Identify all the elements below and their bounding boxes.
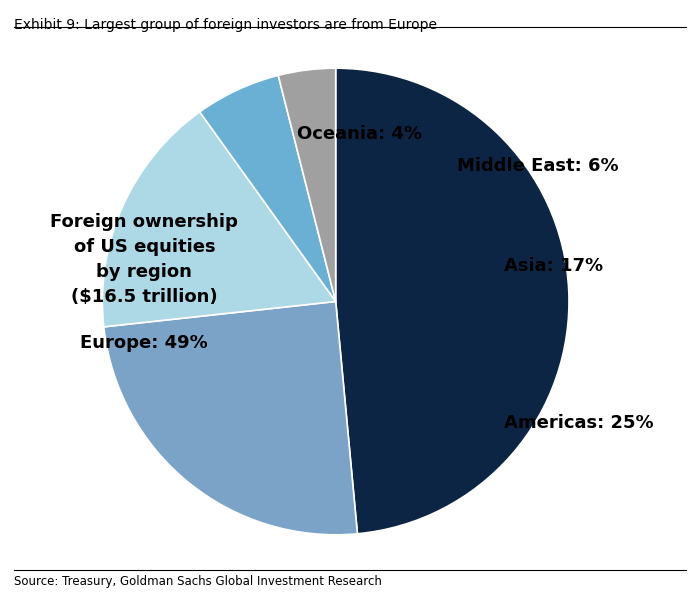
Wedge shape	[278, 68, 336, 301]
Wedge shape	[104, 301, 358, 535]
Text: Americas: 25%: Americas: 25%	[504, 414, 653, 432]
Text: Source: Treasury, Goldman Sachs Global Investment Research: Source: Treasury, Goldman Sachs Global I…	[14, 575, 382, 588]
Wedge shape	[102, 112, 336, 327]
Wedge shape	[336, 68, 569, 534]
Text: Europe: 49%: Europe: 49%	[80, 334, 207, 352]
Wedge shape	[199, 75, 336, 301]
Text: Asia: 17%: Asia: 17%	[504, 257, 603, 275]
Text: Foreign ownership
of US equities
by region
($16.5 trillion): Foreign ownership of US equities by regi…	[50, 213, 238, 306]
Text: Exhibit 9: Largest group of foreign investors are from Europe: Exhibit 9: Largest group of foreign inve…	[14, 18, 437, 32]
Text: Oceania: 4%: Oceania: 4%	[297, 125, 421, 143]
Text: Middle East: 6%: Middle East: 6%	[457, 157, 619, 175]
